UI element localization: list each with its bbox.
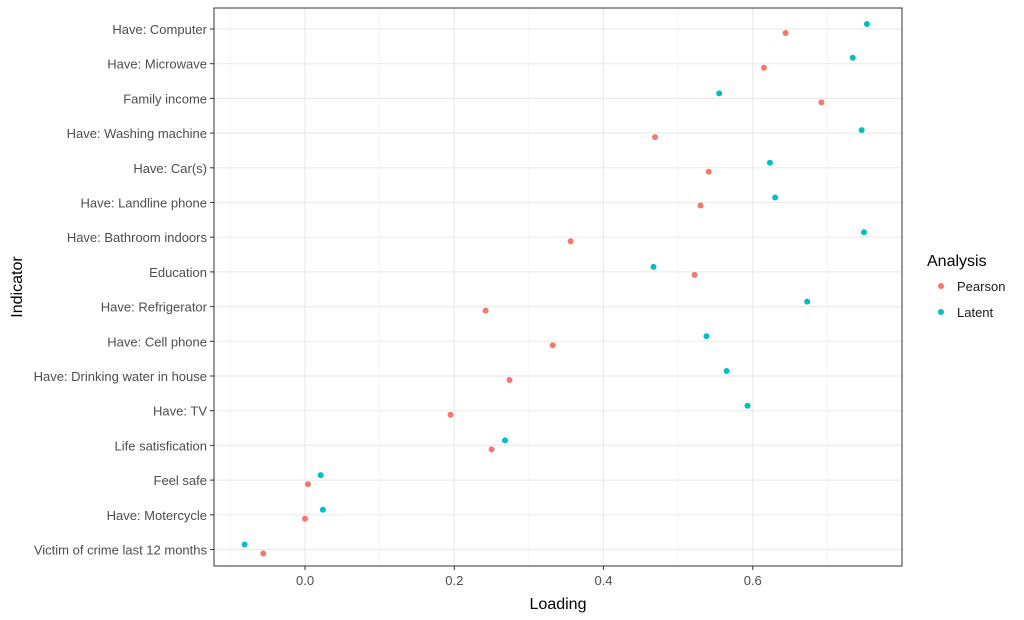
- y-tick-label: Have: Refrigerator: [101, 300, 208, 315]
- legend-title: Analysis: [927, 253, 987, 270]
- point-latent: [502, 437, 509, 444]
- x-tick-label: 0.2: [445, 573, 463, 588]
- data-points: [241, 21, 870, 557]
- point-pearson: [488, 446, 495, 453]
- point-pearson: [260, 550, 267, 557]
- legend-pearson-key: [938, 283, 944, 289]
- point-pearson: [691, 271, 698, 278]
- panel-border: [213, 7, 903, 567]
- y-axis-title: Indicator: [9, 256, 26, 318]
- point-pearson: [567, 238, 574, 245]
- point-pearson: [818, 99, 825, 106]
- grid: [214, 8, 902, 566]
- x-tick-label: 0.4: [594, 573, 612, 588]
- legend: Analysis Pearson Latent: [927, 253, 1005, 320]
- point-pearson: [705, 168, 712, 175]
- point-pearson: [506, 377, 513, 383]
- point-latent: [863, 21, 870, 27]
- y-tick-label: Life satisfication: [115, 438, 208, 453]
- point-pearson: [760, 64, 767, 71]
- y-tick-label: Have: Cell phone: [107, 334, 207, 349]
- point-latent: [772, 194, 779, 201]
- point-pearson: [305, 481, 312, 488]
- legend-latent-key: [938, 309, 944, 315]
- point-latent: [804, 298, 811, 305]
- point-latent: [317, 472, 324, 479]
- point-latent: [703, 333, 710, 340]
- y-tick-label: Family income: [123, 91, 207, 106]
- point-pearson: [697, 202, 704, 209]
- y-tick-label: Have: Drinking water in house: [34, 369, 207, 384]
- point-latent: [858, 127, 865, 134]
- y-tick-label: Have: Car(s): [133, 161, 207, 176]
- point-latent: [650, 263, 657, 270]
- x-tick-label: 0.0: [296, 573, 314, 588]
- y-tick-label: Have: Washing machine: [67, 126, 207, 141]
- y-tick-label: Education: [149, 265, 207, 280]
- legend-latent-label: Latent: [957, 305, 994, 320]
- x-tick-label: 0.6: [744, 573, 762, 588]
- y-tick-label: Victim of crime last 12 months: [34, 543, 208, 558]
- point-pearson: [782, 30, 789, 36]
- point-pearson: [302, 515, 309, 522]
- point-latent: [723, 368, 730, 374]
- y-tick-label: Have: Motercycle: [107, 508, 207, 523]
- y-tick-label: Have: Bathroom indoors: [67, 230, 208, 245]
- point-pearson: [549, 342, 556, 349]
- x-axis-title: Loading: [530, 596, 587, 613]
- point-pearson: [447, 411, 454, 418]
- legend-pearson-label: Pearson: [957, 279, 1005, 294]
- point-latent: [849, 54, 856, 61]
- x-axis: 0.0 0.2 0.4 0.6: [296, 566, 762, 588]
- y-tick-label: Have: TV: [153, 404, 207, 419]
- y-tick-label: Feel safe: [154, 473, 207, 488]
- y-tick-label: Have: Microwave: [107, 57, 207, 72]
- point-latent: [319, 506, 326, 513]
- y-tick-label: Have: Computer: [112, 22, 207, 37]
- point-latent: [744, 402, 751, 409]
- y-tick-label: Have: Landline phone: [81, 196, 208, 211]
- point-latent: [716, 90, 723, 97]
- y-axis: Have: Computer Have: Microwave Family inco…: [34, 22, 214, 558]
- point-latent: [766, 159, 773, 166]
- point-pearson: [482, 307, 489, 314]
- point-latent: [241, 541, 248, 548]
- point-latent: [860, 229, 867, 236]
- point-pearson: [652, 134, 659, 141]
